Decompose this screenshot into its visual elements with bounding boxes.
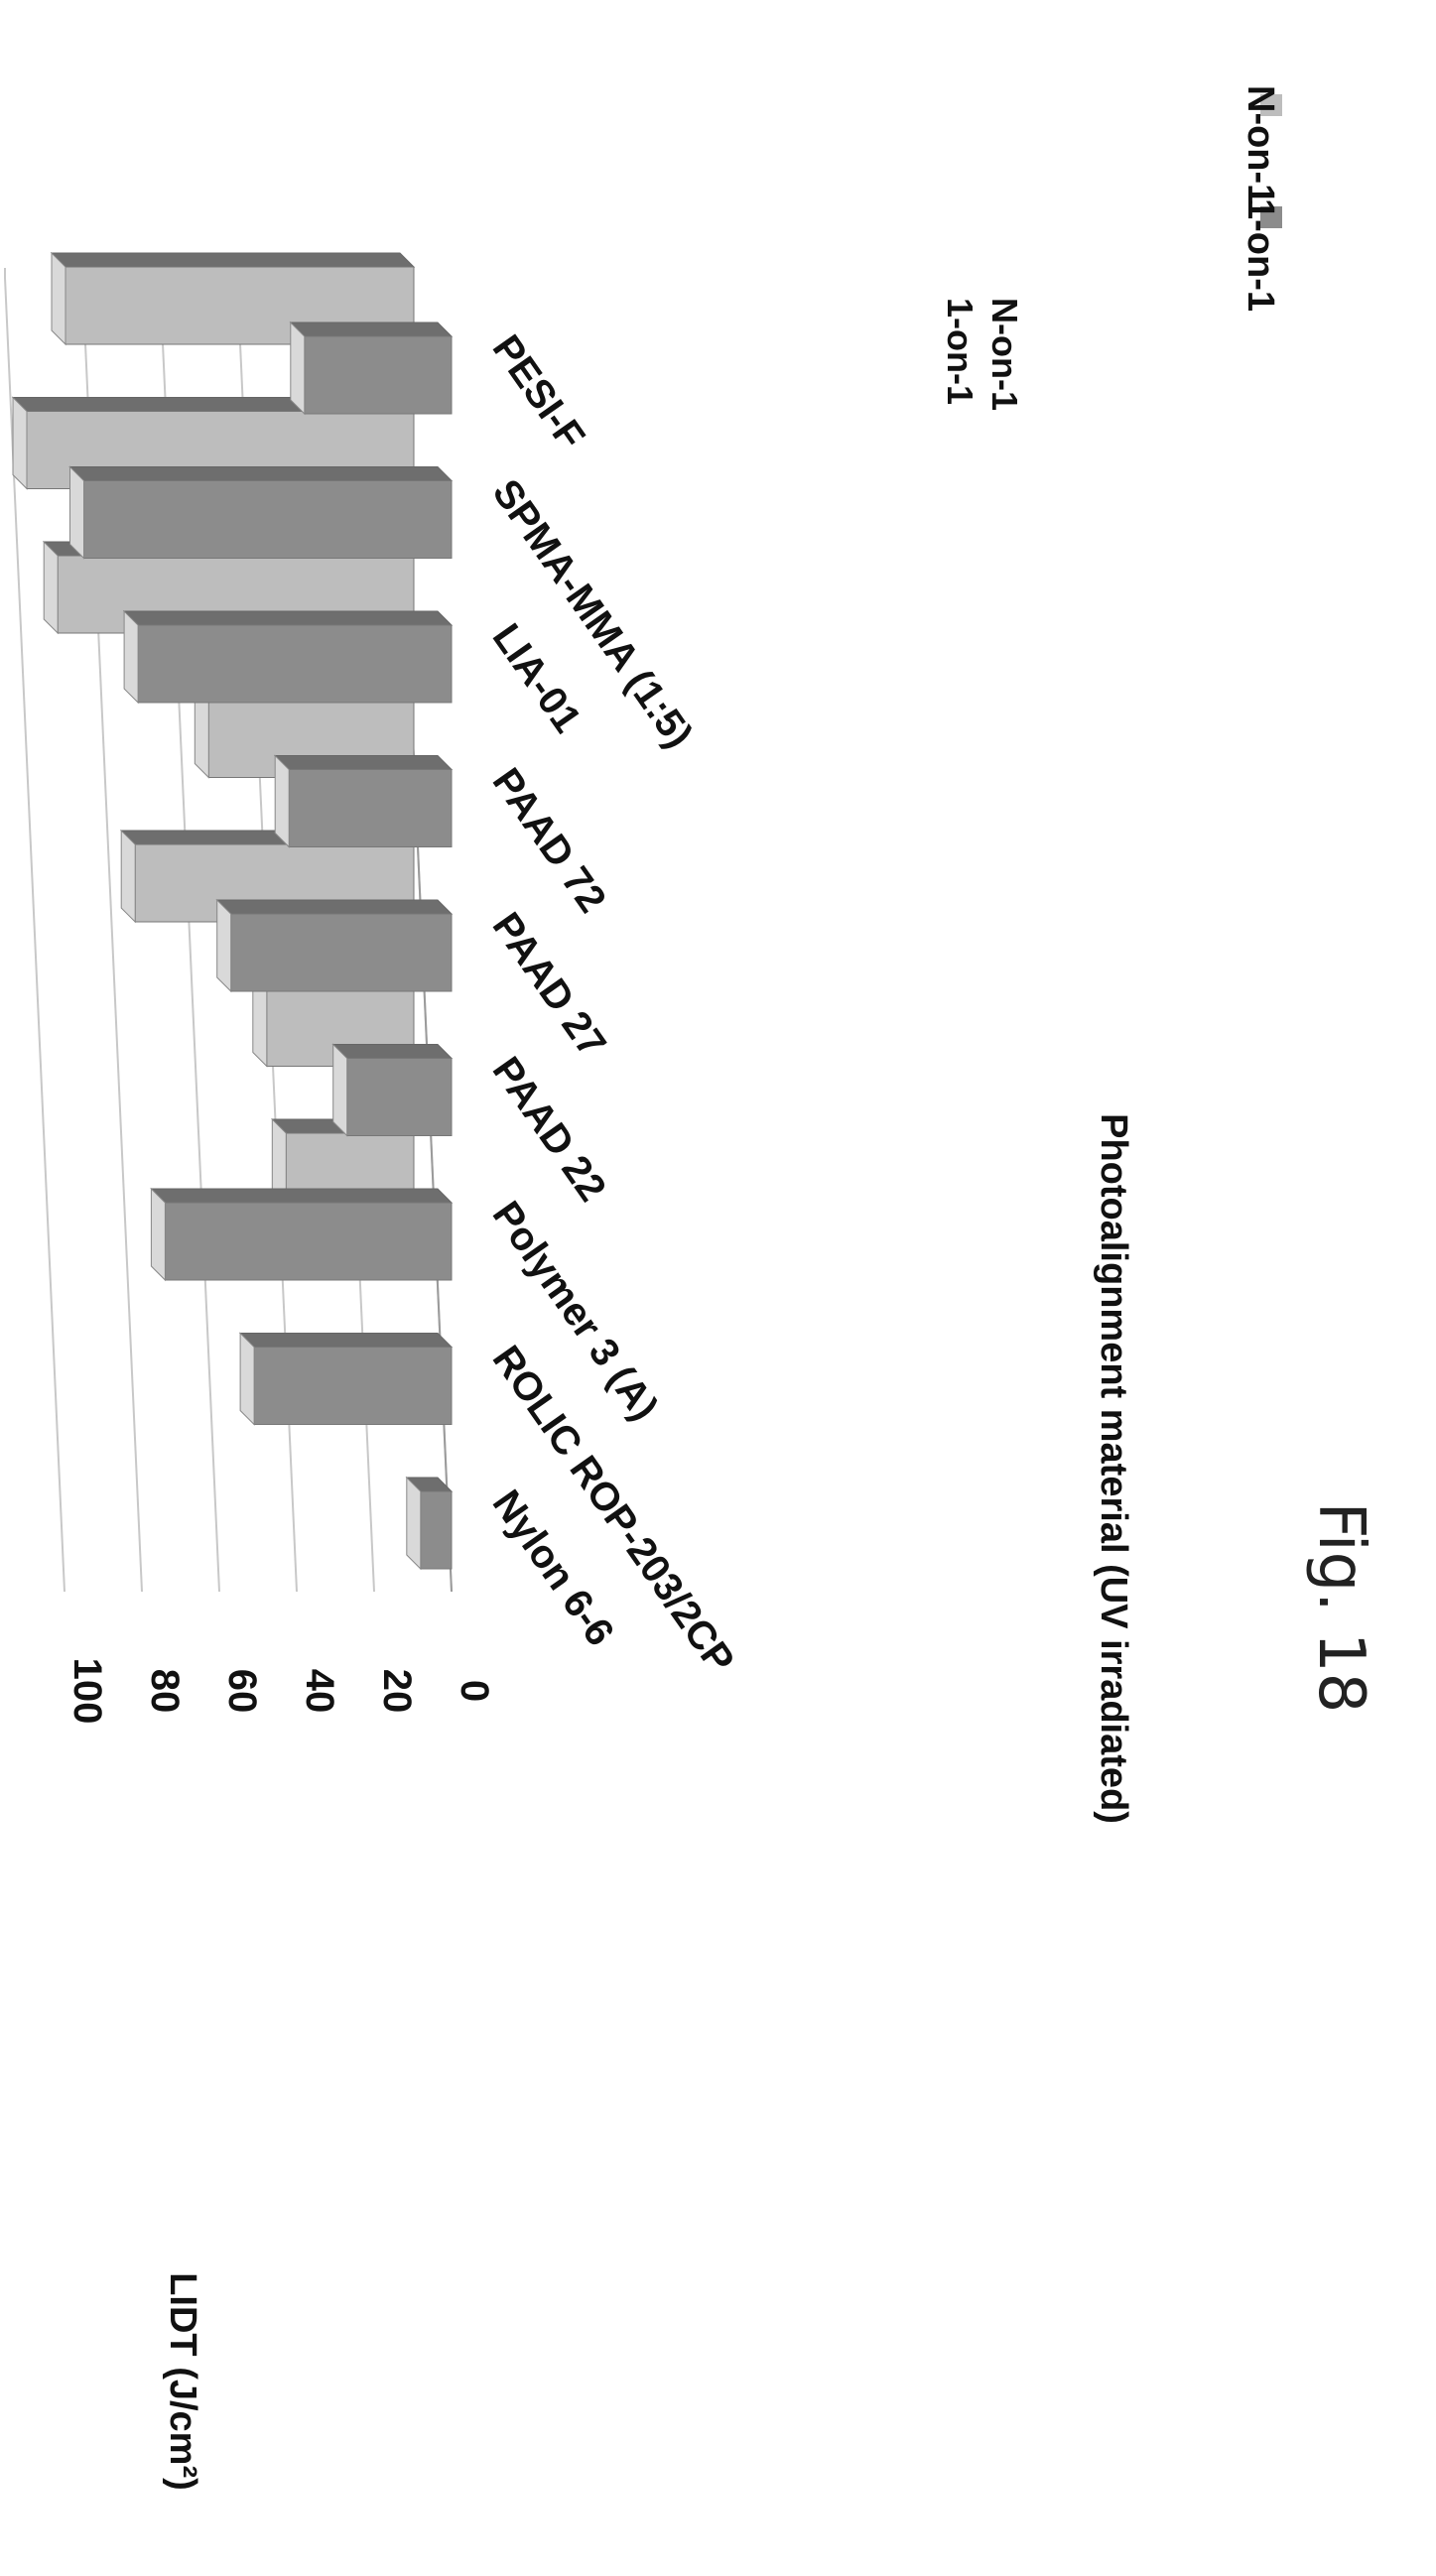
bar-cap [120, 829, 136, 924]
figure-caption: Fig. 18 [1304, 1502, 1377, 1714]
bar-face [83, 480, 453, 559]
bar-cap [406, 1476, 422, 1571]
legend-swatch-1-on-1 [1260, 206, 1282, 228]
bar-face [346, 1058, 453, 1136]
bar-face [304, 335, 453, 415]
bar-side [289, 322, 454, 337]
x-tick-label: PAAD 22 [484, 1049, 614, 1209]
y-axis-title: Photoalignment material (UV irradiated) [1093, 1113, 1134, 1824]
bar-1-on-1-8 [289, 321, 454, 416]
y-tick-label: 60 [220, 1669, 264, 1714]
bar-side [150, 1188, 454, 1204]
bar-1-on-1-1 [238, 1332, 454, 1426]
x-tick-label: LIA-01 [484, 616, 589, 740]
legend-label-n-on-1: N-on-1 [1240, 85, 1281, 204]
depth-labels: N-on-1 1-on-1 [940, 298, 1025, 411]
bar-1-on-1-4 [215, 898, 454, 993]
bar-face [164, 1202, 453, 1281]
x-tick-label: SPMA-MMA (1:5) [484, 471, 702, 755]
bar-cap [43, 540, 59, 635]
bar-cap [290, 321, 306, 416]
bar-1-on-1-6 [122, 609, 454, 705]
bar-side [50, 252, 416, 268]
bar-cap [150, 1187, 166, 1282]
bar-side [331, 1044, 454, 1059]
depth-label-1-on-1: 1-on-1 [940, 298, 980, 405]
bar-cap [216, 898, 232, 993]
grid-line [4, 268, 65, 1593]
x-tick-label: PAAD 72 [484, 760, 614, 920]
bar-cap [239, 1332, 255, 1426]
legend-label-1-on-1: 1-on-1 [1240, 198, 1281, 312]
y-tick-label: 100 [65, 1658, 109, 1725]
bar-side [238, 1333, 454, 1348]
bar-1-on-1-2 [150, 1187, 454, 1282]
bar-n-on-1-8 [50, 251, 416, 346]
bar-cap [51, 251, 66, 346]
bar-face [288, 769, 453, 847]
legend: 1-on-1 N-on-1 [1240, 85, 1282, 312]
x-tick-label: PAAD 27 [484, 905, 614, 1065]
bar-cap [12, 396, 28, 490]
bar-cap [274, 754, 290, 848]
bar-face [230, 913, 453, 992]
bar-1-on-1-0 [405, 1476, 454, 1571]
bar-face [420, 1490, 453, 1570]
x-tick-label: PESI-F [484, 327, 593, 457]
y-tick-label: 40 [298, 1669, 341, 1714]
bar-side [273, 755, 454, 770]
y-tick-label: 80 [143, 1669, 187, 1714]
depth-label-n-on-1: N-on-1 [984, 298, 1025, 411]
y-tick-label: 0 [453, 1680, 496, 1702]
x-axis-title: LIDT (J/cm²) [162, 2272, 203, 2491]
bar-cap [123, 609, 139, 705]
bar-1-on-1-3 [331, 1043, 454, 1137]
bar-face [137, 624, 453, 704]
bar-side [68, 466, 454, 481]
bar-1-on-1-7 [68, 465, 454, 560]
y-tick-label: 20 [375, 1669, 419, 1714]
bar-face [253, 1347, 453, 1425]
bars [11, 251, 454, 1571]
bar-1-on-1-5 [273, 754, 454, 848]
bar-cap [69, 465, 84, 560]
bar-side [215, 899, 454, 915]
legend-swatch-n-on-1 [1260, 94, 1282, 116]
bar-side [122, 610, 454, 626]
bar-cap [332, 1043, 348, 1137]
